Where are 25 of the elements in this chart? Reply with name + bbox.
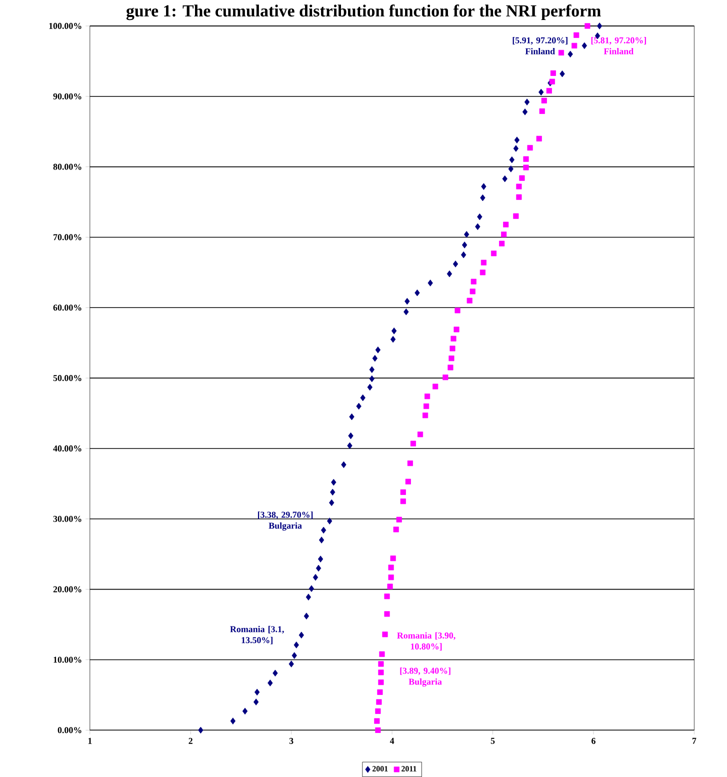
y-tick-label: 90.00% bbox=[53, 93, 82, 100]
x-tick-label: 6 bbox=[591, 738, 596, 744]
x-tick-label: 3 bbox=[289, 738, 294, 744]
y-tick-label: 10.00% bbox=[54, 656, 82, 663]
annotation: [3.38, 29.70%] Bulgaria bbox=[258, 511, 313, 531]
x-tick-label: 2 bbox=[188, 738, 192, 744]
x-tick-label: 1 bbox=[88, 738, 92, 744]
x-tick-label: 5 bbox=[490, 738, 495, 744]
annotation: [5.81, 97.20%] Finland bbox=[591, 37, 646, 54]
x-tick-label: 4 bbox=[390, 738, 394, 744]
y-tick-label: 70.00% bbox=[53, 234, 82, 240]
y-tick-label: 30.00% bbox=[53, 516, 82, 522]
y-tick-label: 20.00% bbox=[53, 586, 82, 592]
y-tick-label: 0.00% bbox=[58, 727, 82, 734]
chart-title: gure 1: The cumulative distribution function for the NRI perform bbox=[126, 4, 601, 20]
annotation: [5.91, 97.20%] Finland bbox=[512, 37, 568, 54]
y-tick-label: 60.00% bbox=[53, 304, 82, 311]
y-tick-label: 50.00% bbox=[53, 375, 82, 382]
y-tick-label: 40.00% bbox=[53, 445, 82, 452]
annotation: Romania [3.1, 13.50%] bbox=[230, 626, 284, 644]
annotation: [3.89, 9.40%] Bulgaria bbox=[400, 667, 450, 687]
y-tick-label: 100.00% bbox=[49, 22, 82, 29]
annotation: Romania [3.90, 10.80%] bbox=[397, 632, 456, 651]
y-tick-label: 80.00% bbox=[53, 164, 82, 170]
x-tick-label: 7 bbox=[692, 738, 696, 744]
